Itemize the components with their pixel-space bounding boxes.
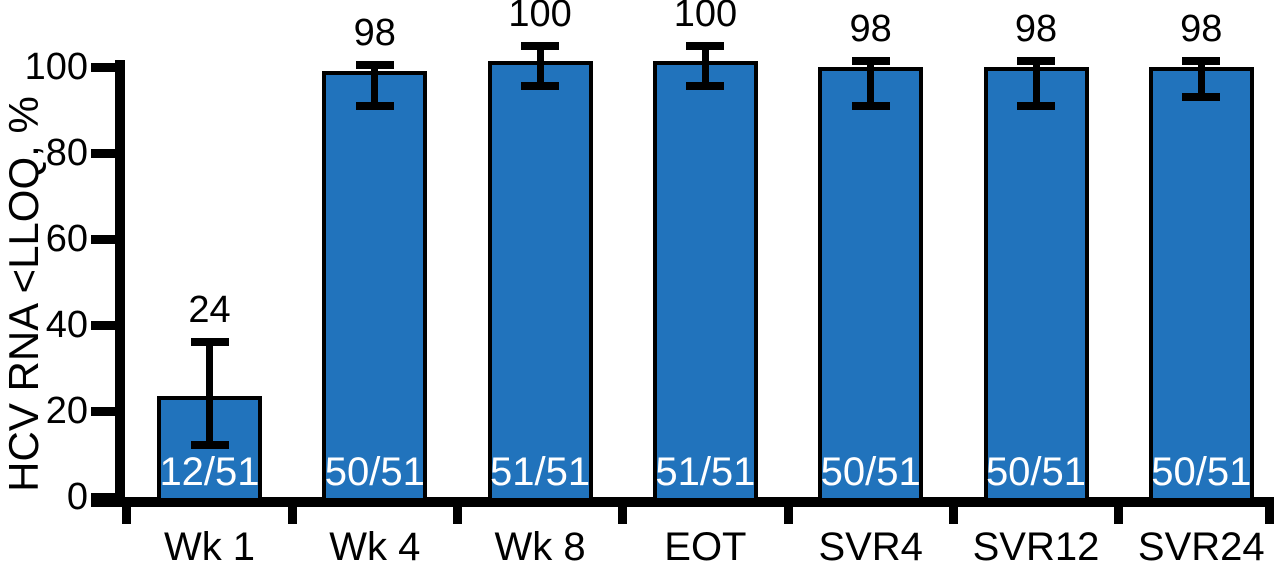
bar (983, 67, 1089, 502)
bar-value-label: 98 (1014, 7, 1058, 50)
bar-value-label: 24 (188, 289, 231, 332)
error-bar-stem (1197, 60, 1205, 98)
x-category-label: SVR24 (1137, 525, 1265, 569)
x-tick (618, 497, 628, 524)
error-bar-cap-bottom (1017, 101, 1055, 110)
x-category-label: Wk 1 (163, 525, 256, 569)
y-tick (91, 406, 117, 416)
bar-value-label: 98 (849, 7, 892, 50)
x-tick (122, 497, 132, 524)
x-category-label: Wk 8 (494, 525, 586, 569)
x-category-label: SVR12 (972, 525, 1100, 569)
error-bar-stem (536, 45, 544, 87)
bar-fraction-label: 50/51 (324, 450, 425, 494)
error-bar-cap-top (1182, 56, 1221, 65)
x-tick (452, 497, 462, 524)
bar-fraction-label: 50/51 (1151, 450, 1252, 494)
error-bar-cap-top (686, 41, 725, 50)
bar-value-label: 100 (673, 0, 738, 35)
y-tick (91, 234, 117, 244)
error-bar-stem (1032, 60, 1040, 106)
x-axis-end-tick (1265, 497, 1274, 524)
x-tick (1114, 497, 1124, 524)
x-category-label: EOT (664, 525, 747, 569)
y-tick (91, 320, 117, 330)
y-tick-label: 60 (45, 218, 88, 260)
error-bar-stem (867, 60, 875, 106)
error-bar-stem (206, 342, 213, 446)
error-bar-cap-top (190, 338, 229, 347)
bar-value-label: 100 (508, 0, 572, 35)
y-axis-line (115, 60, 125, 507)
error-bar-cap-top (521, 41, 560, 50)
y-tick-label: 20 (45, 390, 88, 432)
bar (322, 71, 428, 502)
bar-fraction-label: 50/51 (985, 450, 1087, 494)
bar-fraction-label: 51/51 (655, 450, 756, 494)
x-tick (783, 497, 793, 524)
bar (652, 61, 758, 502)
error-bar-stem (371, 64, 379, 106)
error-bar-cap-bottom (851, 101, 890, 110)
x-category-label: SVR4 (818, 525, 923, 569)
x-tick (287, 497, 297, 524)
error-bar-cap-bottom (355, 101, 394, 110)
bar-fraction-label: 12/51 (159, 450, 260, 494)
bar-fraction-label: 50/51 (820, 450, 921, 494)
bar-fraction-label: 51/51 (490, 450, 591, 494)
y-tick-label: 100 (24, 46, 88, 88)
bar (487, 61, 593, 502)
y-tick-label: 40 (45, 304, 88, 346)
y-tick (91, 492, 117, 502)
bar-value-label: 98 (1180, 7, 1223, 50)
error-bar-cap-top (1017, 56, 1055, 65)
y-tick (91, 62, 117, 72)
x-tick (948, 497, 958, 524)
error-bar-cap-top (355, 60, 394, 69)
x-category-label: Wk 4 (329, 525, 421, 569)
bar-value-label: 98 (353, 11, 396, 54)
bar (1148, 67, 1254, 502)
y-tick-label: 80 (45, 132, 88, 174)
error-bar-stem (701, 45, 709, 87)
x-axis-line (91, 497, 1274, 507)
bar (818, 67, 924, 502)
y-tick (91, 148, 117, 158)
y-tick-label: 0 (66, 476, 88, 518)
error-bar-cap-bottom (1182, 93, 1221, 102)
error-bar-cap-top (851, 56, 890, 65)
error-bar-cap-bottom (521, 82, 560, 91)
error-bar-cap-bottom (686, 82, 725, 91)
error-bar-cap-bottom (190, 441, 229, 450)
